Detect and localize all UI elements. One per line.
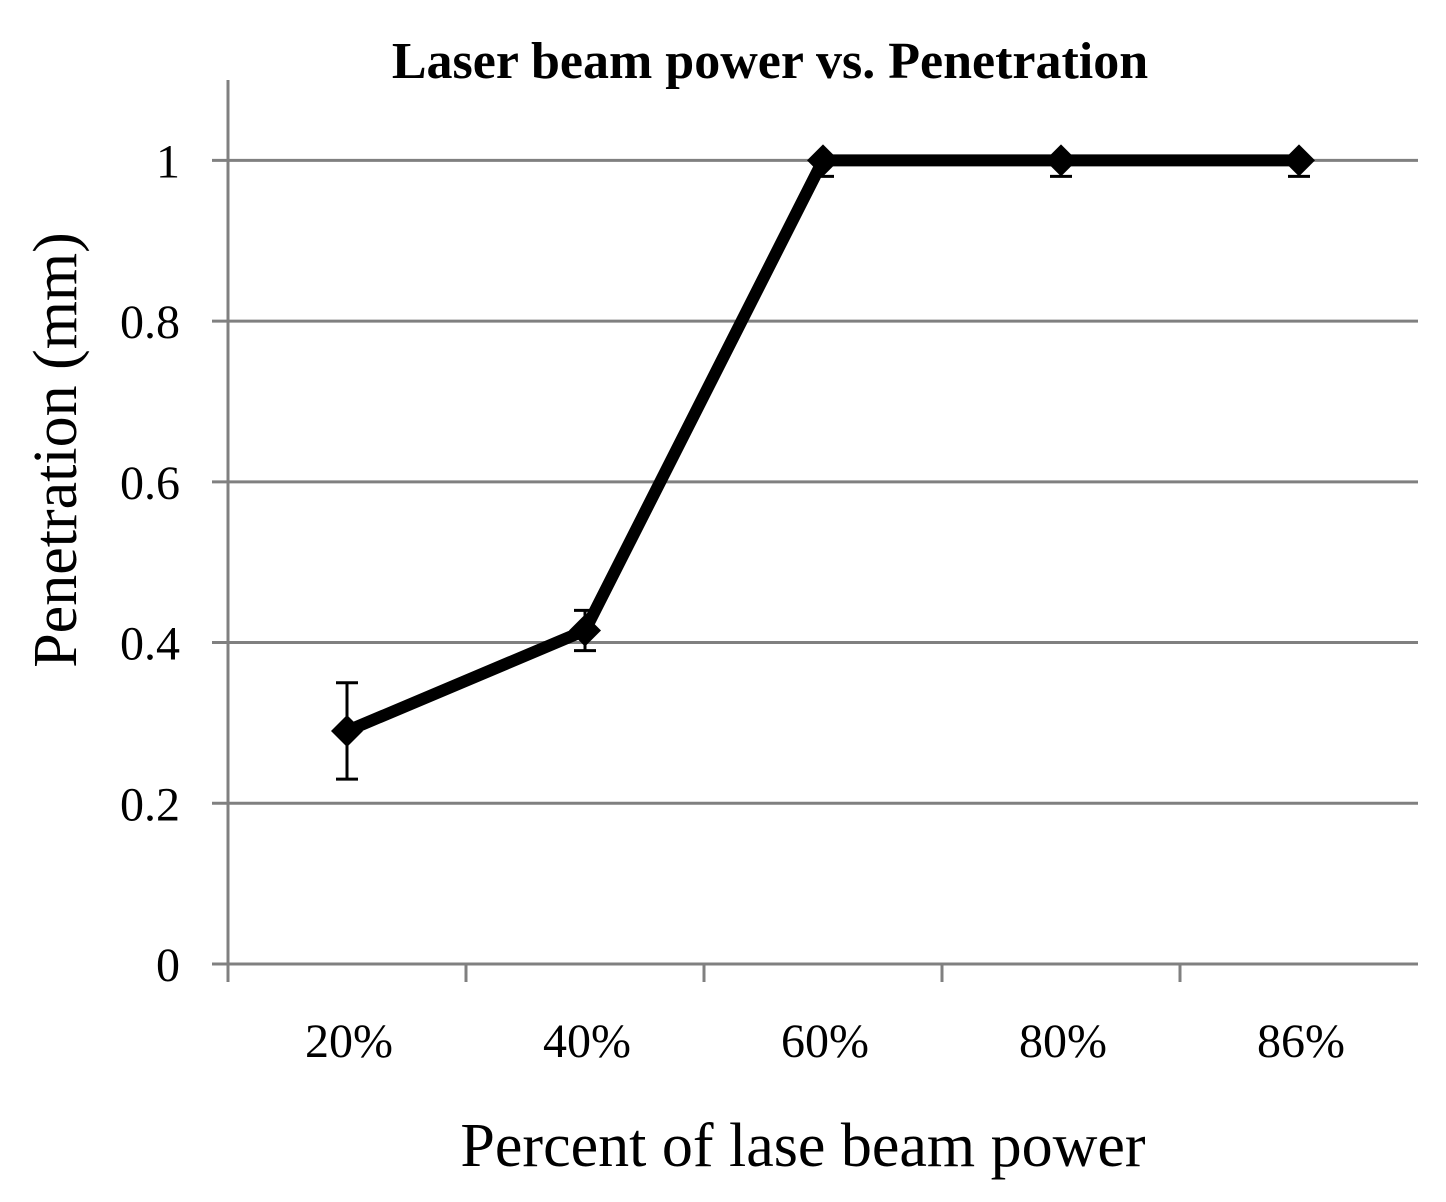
x-tick-label-1: 40% (543, 1015, 631, 1068)
y-tick-label-3: 0.6 (120, 457, 180, 510)
y-tick-label-2: 0.4 (120, 618, 180, 671)
x-tick-labels: 20% 40% 60% 80% 86% (305, 1015, 1345, 1068)
data-point-0-3 (1045, 144, 1077, 177)
series-line-layer (341, 154, 1305, 737)
error-bars (336, 158, 1310, 781)
y-tick-label-4: 0.8 (120, 296, 180, 349)
y-tick-label-1: 0.2 (120, 778, 180, 831)
axes (212, 80, 1418, 982)
series-line-0 (341, 154, 1305, 737)
x-tick-label-4: 86% (1257, 1015, 1345, 1068)
x-tick-label-0: 20% (305, 1015, 393, 1068)
x-tick-label-2: 60% (781, 1015, 869, 1068)
data-point-0-0 (331, 714, 363, 747)
y-tick-labels: 0 0.2 0.4 0.6 0.8 1 (120, 135, 180, 992)
data-point-0-4 (1283, 144, 1315, 177)
x-axis-title: Percent of lase beam power (460, 1112, 1146, 1180)
y-tick-label-5: 1 (156, 135, 180, 188)
data-point-0-2 (807, 144, 839, 177)
markers (331, 144, 1315, 747)
y-axis-title: Penetration (mm) (22, 232, 90, 668)
chart-title: Laser beam power vs. Penetration (392, 33, 1148, 90)
x-tick-label-3: 80% (1019, 1015, 1107, 1068)
data-point-0-1 (569, 614, 601, 647)
y-tick-label-0: 0 (156, 939, 180, 992)
